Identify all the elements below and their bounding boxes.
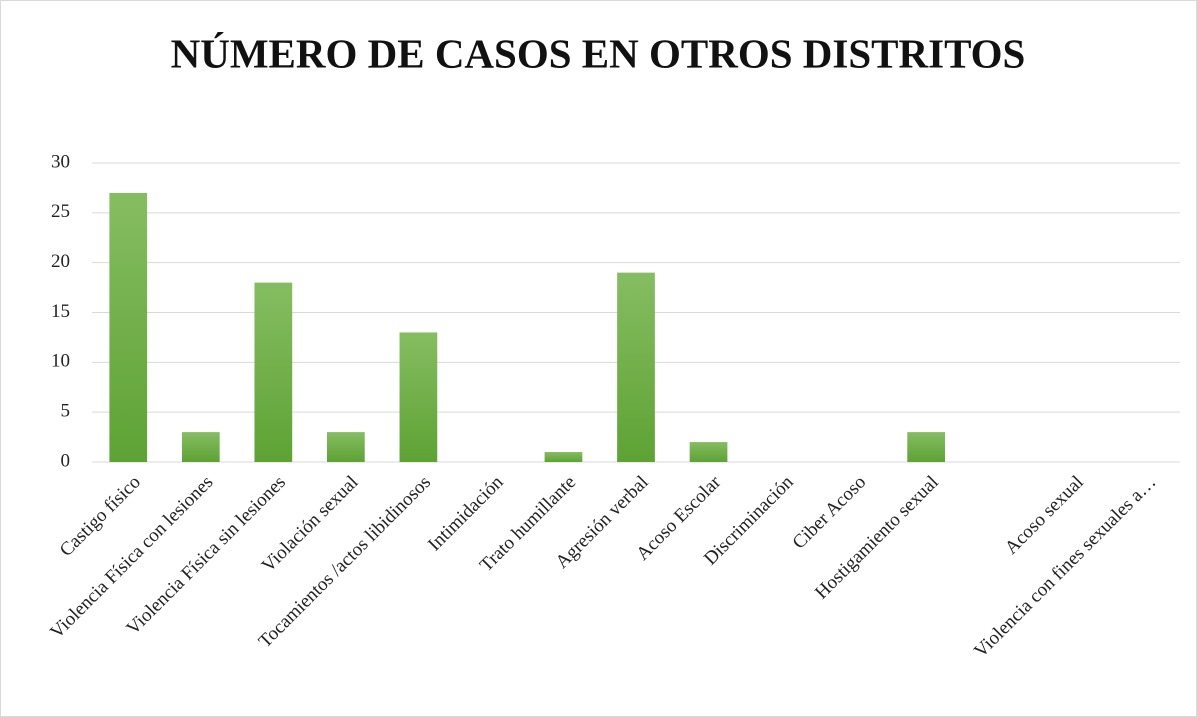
- y-tick-label: 10: [51, 351, 70, 372]
- y-tick-label: 15: [51, 301, 70, 322]
- y-tick-label: 25: [51, 201, 70, 222]
- bar: [181, 432, 220, 462]
- y-tick-label: 0: [61, 450, 71, 471]
- bar: [399, 332, 438, 462]
- bar: [907, 432, 945, 462]
- bar: [254, 282, 293, 462]
- bar: [617, 272, 655, 462]
- y-tick-label: 30: [51, 151, 70, 172]
- bar: [327, 432, 365, 462]
- bar: [689, 442, 728, 462]
- y-tick-label: 20: [51, 251, 70, 272]
- y-tick-label: 5: [61, 401, 71, 422]
- chart-title: NÚMERO DE CASOS EN OTROS DISTRITOS: [171, 30, 1026, 76]
- bar: [109, 192, 148, 462]
- bar: [544, 452, 583, 462]
